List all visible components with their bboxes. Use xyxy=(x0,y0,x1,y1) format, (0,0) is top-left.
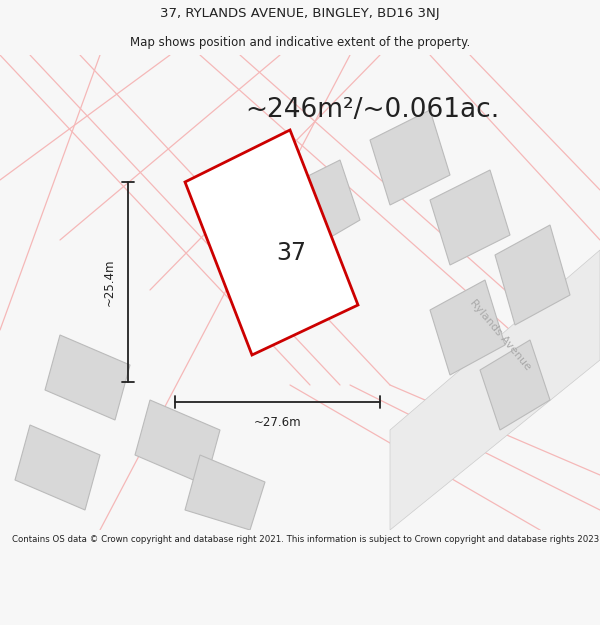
Polygon shape xyxy=(430,170,510,265)
Polygon shape xyxy=(185,130,358,355)
Text: ~27.6m: ~27.6m xyxy=(254,416,301,429)
Polygon shape xyxy=(370,110,450,205)
Polygon shape xyxy=(430,280,505,375)
Text: Rylands Avenue: Rylands Avenue xyxy=(467,298,532,372)
Text: Map shows position and indicative extent of the property.: Map shows position and indicative extent… xyxy=(130,36,470,49)
Text: 37: 37 xyxy=(276,241,306,265)
Polygon shape xyxy=(185,455,265,530)
Polygon shape xyxy=(390,250,600,530)
Polygon shape xyxy=(45,335,130,420)
Text: 37, RYLANDS AVENUE, BINGLEY, BD16 3NJ: 37, RYLANDS AVENUE, BINGLEY, BD16 3NJ xyxy=(160,8,440,20)
Polygon shape xyxy=(495,225,570,325)
Text: Contains OS data © Crown copyright and database right 2021. This information is : Contains OS data © Crown copyright and d… xyxy=(12,535,600,544)
Polygon shape xyxy=(15,425,100,510)
Polygon shape xyxy=(280,160,360,255)
Polygon shape xyxy=(135,400,220,485)
Polygon shape xyxy=(480,340,550,430)
Text: ~246m²/~0.061ac.: ~246m²/~0.061ac. xyxy=(245,97,499,123)
Text: ~25.4m: ~25.4m xyxy=(103,258,116,306)
